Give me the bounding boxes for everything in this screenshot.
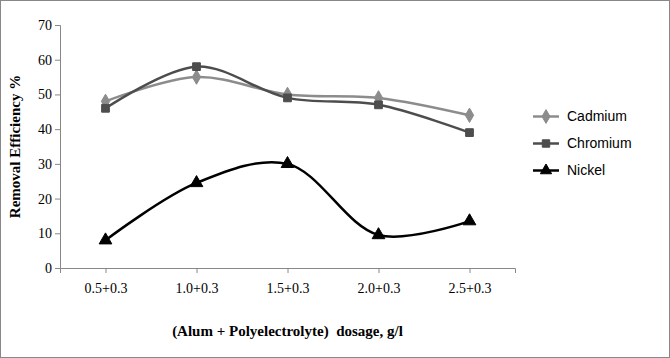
x-tick-label: 1.0+0.3 bbox=[176, 281, 219, 296]
x-tick-label: 2.0+0.3 bbox=[358, 281, 401, 296]
y-axis-line bbox=[55, 26, 61, 269]
x-tick-mark bbox=[470, 268, 471, 273]
series-line bbox=[106, 162, 470, 240]
x-axis-title: (Alum + Polyelectrolyte) dosage, g/l bbox=[172, 323, 403, 340]
y-tick-label: 70 bbox=[38, 18, 52, 33]
x-tick-mark bbox=[106, 268, 107, 273]
y-tick-mark bbox=[55, 233, 60, 234]
series-marker bbox=[465, 108, 473, 122]
series-marker bbox=[192, 70, 200, 84]
series-marker bbox=[372, 228, 385, 239]
series-marker bbox=[281, 157, 294, 168]
x-tick: 1.0+0.3 bbox=[176, 268, 219, 296]
y-tick-label: 60 bbox=[38, 53, 52, 68]
x-tick: 0.5+0.3 bbox=[85, 268, 128, 296]
chart-container: 0 10 20 30 40 50 60 70 0.5+0.3 1.0+0.3 1.5+0.3 2.0+… bbox=[0, 0, 670, 358]
series-marker bbox=[102, 104, 110, 112]
y-tick-mark bbox=[55, 25, 60, 26]
y-tick: 50 bbox=[38, 87, 60, 102]
y-tick: 60 bbox=[38, 53, 60, 68]
legend-marker bbox=[540, 164, 551, 174]
y-tick: 20 bbox=[38, 192, 60, 207]
y-tick-mark bbox=[55, 164, 60, 165]
x-tick-mark bbox=[197, 268, 198, 273]
legend-label: Chromium bbox=[567, 135, 632, 151]
y-tick: 70 bbox=[38, 18, 60, 33]
legend-marker bbox=[542, 110, 550, 124]
plot-area: 0 10 20 30 40 50 60 70 0.5+0.3 1.0+0.3 1.5+0.3 2.0+… bbox=[38, 18, 516, 296]
series-marker bbox=[283, 87, 291, 101]
y-axis-title: Removal Efficiency % bbox=[7, 75, 23, 218]
y-tick-label: 50 bbox=[38, 87, 52, 102]
data-layer bbox=[99, 63, 476, 244]
series-marker bbox=[193, 63, 201, 71]
x-tick: 2.5+0.3 bbox=[449, 268, 492, 296]
series-marker bbox=[99, 233, 112, 244]
series-marker bbox=[466, 129, 474, 137]
legend-marker bbox=[542, 140, 549, 147]
y-tick-mark bbox=[55, 94, 60, 95]
y-tick-label: 20 bbox=[38, 192, 52, 207]
series-marker bbox=[284, 94, 292, 102]
y-tick-label: 10 bbox=[38, 226, 52, 241]
legend: Cadmium Chromium Nickel bbox=[533, 108, 632, 178]
x-tick: 1.5+0.3 bbox=[267, 268, 310, 296]
series-line bbox=[106, 77, 470, 115]
x-tick-label: 0.5+0.3 bbox=[85, 281, 128, 296]
legend-label: Cadmium bbox=[567, 108, 627, 124]
y-tick-label: 0 bbox=[45, 261, 52, 276]
y-tick-mark bbox=[55, 129, 60, 130]
y-tick-label: 30 bbox=[38, 157, 52, 172]
chart-frame bbox=[1, 1, 670, 358]
y-tick: 30 bbox=[38, 157, 60, 172]
x-tick-mark bbox=[379, 268, 380, 273]
series-line bbox=[106, 67, 470, 133]
x-axis: 0.5+0.3 1.0+0.3 1.5+0.3 2.0+0.3 2.5+0.3 bbox=[61, 268, 516, 296]
x-tick-label: 1.5+0.3 bbox=[267, 281, 310, 296]
chart-svg: 0 10 20 30 40 50 60 70 0.5+0.3 1.0+0.3 1.5+0.3 2.0+… bbox=[0, 0, 670, 358]
series-marker bbox=[190, 176, 203, 187]
x-axis-line bbox=[61, 269, 516, 274]
y-tick-mark bbox=[55, 199, 60, 200]
y-tick-mark bbox=[55, 268, 60, 269]
y-tick: 40 bbox=[38, 122, 60, 137]
legend-label: Nickel bbox=[567, 162, 605, 178]
series-marker bbox=[375, 101, 383, 109]
y-tick-label: 40 bbox=[38, 122, 52, 137]
y-tick: 0 bbox=[45, 261, 60, 276]
x-tick-label: 2.5+0.3 bbox=[449, 281, 492, 296]
y-tick: 10 bbox=[38, 226, 60, 241]
series-marker bbox=[463, 214, 476, 225]
x-tick-mark bbox=[288, 268, 289, 273]
x-tick: 2.0+0.3 bbox=[358, 268, 401, 296]
y-axis: 0 10 20 30 40 50 60 70 bbox=[38, 18, 61, 276]
y-tick-mark bbox=[55, 60, 60, 61]
